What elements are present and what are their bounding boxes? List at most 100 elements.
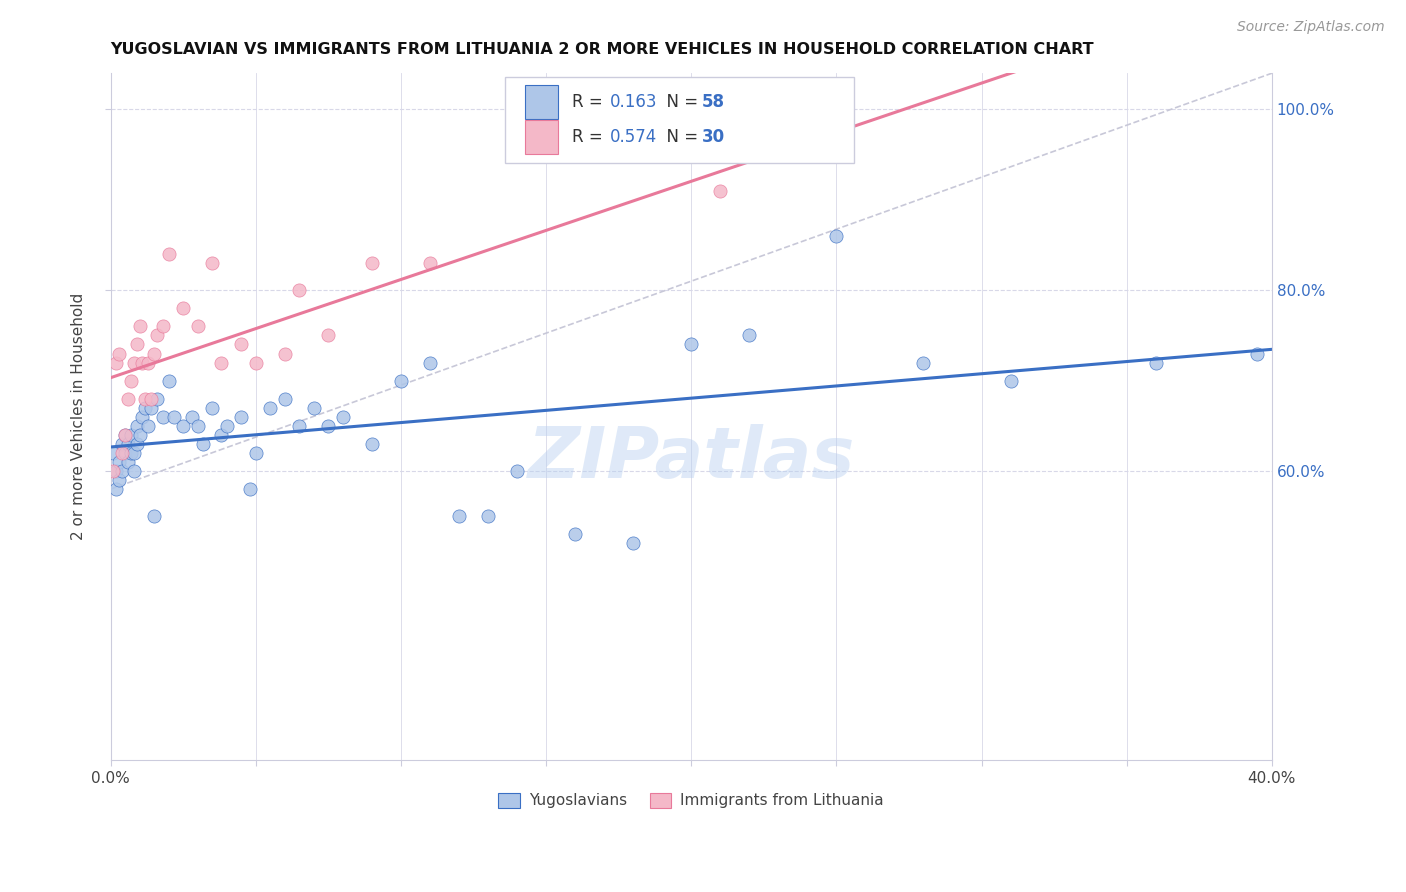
Point <box>709 184 731 198</box>
Legend: Yugoslavians, Immigrants from Lithuania: Yugoslavians, Immigrants from Lithuania <box>492 787 890 814</box>
FancyBboxPatch shape <box>505 77 853 162</box>
Point <box>131 355 153 369</box>
Text: R =: R = <box>572 128 607 146</box>
Point <box>111 446 134 460</box>
Point <box>143 509 166 524</box>
Point <box>302 401 325 415</box>
Point <box>146 328 169 343</box>
Point <box>114 446 136 460</box>
Point <box>125 337 148 351</box>
Text: 58: 58 <box>702 93 724 112</box>
Point <box>105 482 128 496</box>
Point <box>128 319 150 334</box>
Point <box>111 437 134 451</box>
Y-axis label: 2 or more Vehicles in Household: 2 or more Vehicles in Household <box>72 293 86 541</box>
Point <box>136 418 159 433</box>
Point <box>193 437 215 451</box>
Point <box>134 392 156 406</box>
Text: Source: ZipAtlas.com: Source: ZipAtlas.com <box>1237 20 1385 34</box>
Point <box>738 328 761 343</box>
Point <box>419 355 441 369</box>
Point <box>143 346 166 360</box>
Point <box>120 428 142 442</box>
Point <box>209 428 232 442</box>
Point <box>125 437 148 451</box>
Point <box>114 428 136 442</box>
Point <box>239 482 262 496</box>
Point <box>114 428 136 442</box>
Point <box>1246 346 1268 360</box>
Point <box>172 418 194 433</box>
Point <box>825 229 848 244</box>
Point <box>187 319 209 334</box>
Point <box>105 355 128 369</box>
Text: ZIPatlas: ZIPatlas <box>527 424 855 492</box>
Point <box>360 437 382 451</box>
Point <box>122 355 145 369</box>
Point <box>201 256 224 270</box>
Point <box>105 464 128 478</box>
Point <box>1000 374 1022 388</box>
Point <box>157 374 180 388</box>
Point <box>912 355 935 369</box>
Text: N =: N = <box>657 93 704 112</box>
Point <box>172 301 194 316</box>
Point <box>180 409 202 424</box>
Point <box>128 428 150 442</box>
Point <box>111 464 134 478</box>
Point <box>245 446 267 460</box>
Point <box>134 401 156 415</box>
Point <box>117 455 139 469</box>
Point <box>103 446 125 460</box>
Point <box>274 392 297 406</box>
Point <box>209 355 232 369</box>
Point <box>231 409 253 424</box>
Point <box>141 401 163 415</box>
Point <box>152 319 174 334</box>
Point <box>316 328 339 343</box>
Point <box>117 392 139 406</box>
Point <box>1144 355 1167 369</box>
Point <box>163 409 186 424</box>
Point <box>231 337 253 351</box>
Point <box>681 337 703 351</box>
Point <box>125 418 148 433</box>
Point <box>136 355 159 369</box>
Point <box>108 346 131 360</box>
Point <box>332 409 354 424</box>
Point <box>152 409 174 424</box>
Point <box>215 418 238 433</box>
Point <box>201 401 224 415</box>
Point <box>108 473 131 487</box>
Point <box>288 283 311 297</box>
Text: N =: N = <box>657 128 704 146</box>
Point <box>120 446 142 460</box>
Text: YUGOSLAVIAN VS IMMIGRANTS FROM LITHUANIA 2 OR MORE VEHICLES IN HOUSEHOLD CORRELA: YUGOSLAVIAN VS IMMIGRANTS FROM LITHUANIA… <box>111 42 1094 57</box>
Point <box>316 418 339 433</box>
Point <box>117 437 139 451</box>
Point <box>564 527 586 541</box>
Point <box>506 464 529 478</box>
Point <box>447 509 470 524</box>
Point <box>621 536 644 550</box>
Point <box>122 446 145 460</box>
Point <box>131 409 153 424</box>
Point <box>274 346 297 360</box>
Point <box>187 418 209 433</box>
FancyBboxPatch shape <box>526 85 558 120</box>
FancyBboxPatch shape <box>526 120 558 154</box>
Point <box>122 464 145 478</box>
Point <box>245 355 267 369</box>
Point <box>477 509 499 524</box>
Point <box>157 247 180 261</box>
Point <box>108 455 131 469</box>
Point <box>360 256 382 270</box>
Point <box>389 374 412 388</box>
Point <box>141 392 163 406</box>
Text: 0.163: 0.163 <box>610 93 658 112</box>
Point <box>120 374 142 388</box>
Point <box>103 464 125 478</box>
Text: 30: 30 <box>702 128 725 146</box>
Point <box>288 418 311 433</box>
Text: R =: R = <box>572 93 607 112</box>
